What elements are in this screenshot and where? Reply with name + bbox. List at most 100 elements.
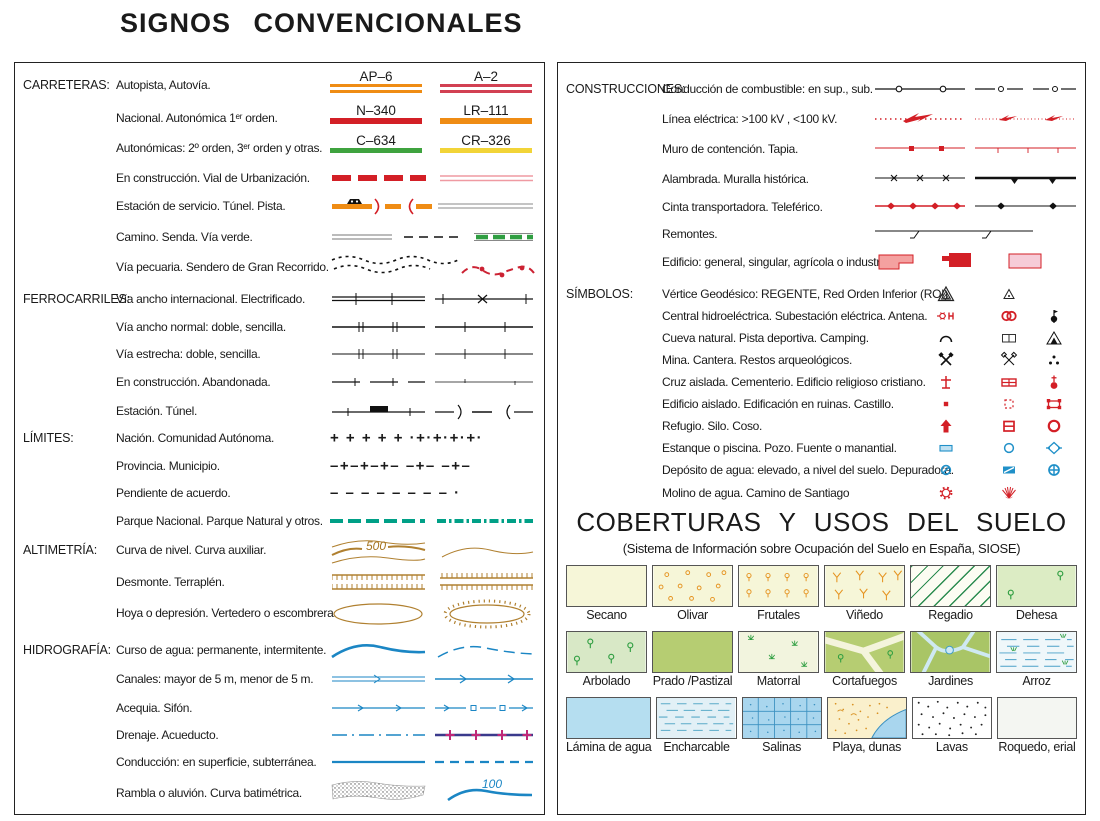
landcover-cell: Jardines	[910, 631, 991, 688]
mine-icon	[937, 351, 955, 369]
natural-cave-icon	[937, 329, 955, 347]
refuge-icon	[937, 417, 955, 435]
landcover-cell: Viñedo	[824, 565, 905, 622]
row-label: Molino de agua. Camino de Santiago	[662, 486, 850, 500]
geodesic-vertex-regente-icon	[937, 285, 955, 303]
treatment-plant-icon	[1045, 461, 1063, 479]
section-label-carreteras: CARRETERAS:	[23, 78, 110, 92]
road-shield-n340: N–340	[330, 103, 422, 124]
row-label: Curva de nivel. Curva auxiliar.	[116, 543, 267, 557]
water-tank-symbols	[873, 459, 1079, 481]
recreation-symbols	[873, 327, 1079, 349]
landcover-cell: Arbolado	[566, 631, 647, 688]
row-label: Autonómicas: 2º orden, 3ᵉʳ orden y otras…	[116, 141, 323, 155]
legend-row: Vía ancho normal: doble, sencilla.	[15, 313, 544, 341]
row-label: Central hidroeléctrica. Subestación eléc…	[662, 309, 928, 323]
legend-row: HIDROGRAFÍA: Curso de agua: permanente, …	[15, 635, 544, 665]
section-label-hidrografia: HIDROGRAFÍA:	[23, 643, 111, 657]
landcover-subtitle: (Sistema de Información sobre Ocupación …	[622, 541, 1021, 556]
landcover-swatch-arbolado	[566, 631, 647, 673]
row-label: Mina. Cantera. Restos arqueológicos.	[662, 353, 852, 367]
regional-road-symbols: C–634 CR–326	[330, 133, 536, 163]
legend-row: Edificio aislado. Edificación en ruinas.…	[558, 393, 1085, 415]
landcover-cell: Dehesa	[996, 565, 1077, 622]
boundary-national-symbol: + + + + + ·+·+·+·+·	[330, 429, 484, 447]
landcover-grid-row: Lámina de agua Encharcable Salinas Playa…	[566, 697, 1078, 754]
canal-symbol	[330, 665, 536, 693]
legend-row: Alambrada. Muralla histórica.	[558, 165, 1085, 193]
row-label: Cruz aislada. Cementerio. Edificio relig…	[662, 375, 926, 389]
wire-fence-historic-wall-symbol	[873, 165, 1079, 193]
row-label: Cueva natural. Pista deportiva. Camping.	[662, 331, 869, 345]
legend-row: Mina. Cantera. Restos arqueológicos.	[558, 349, 1085, 371]
legend-row: Canales: mayor de 5 m, menor de 5 m.	[15, 665, 544, 693]
legend-row: Muro de contención. Tapia.	[558, 135, 1085, 163]
row-label: Provincia. Municipio.	[116, 459, 220, 473]
row-label: Edificio aislado. Edificación en ruinas.…	[662, 397, 894, 411]
row-label: Conducción de combustible: en sup., sub.	[662, 82, 873, 96]
cemetery-icon	[1000, 373, 1018, 391]
right-legend-panel: CONSTRUCCIONES: Conducción de combustibl…	[557, 62, 1086, 815]
water-pipeline-symbol	[330, 749, 536, 775]
legend-row: Camino. Senda. Vía verde.	[15, 223, 544, 251]
livestock-trail-gr-path-symbol	[330, 251, 536, 283]
silo-icon	[1000, 417, 1018, 435]
camping-icon	[1045, 329, 1063, 347]
row-label: Autopista, Autovía.	[116, 78, 211, 92]
landcover-cell: Roquedo, erial	[996, 697, 1078, 754]
legend-row: Cueva natural. Pista deportiva. Camping.	[558, 327, 1085, 349]
landcover-cell: Regadio	[910, 565, 991, 622]
legend-row: Molino de agua. Camino de Santiago	[558, 481, 1085, 505]
boundary-pending-symbol: – – – – – – – – ·	[330, 484, 461, 502]
row-label: Rambla o aluvión. Curva batimétrica.	[116, 786, 302, 800]
bullring-icon	[1045, 417, 1063, 435]
rail-standard-gauge-symbol	[330, 313, 536, 341]
water-mill-icon	[937, 484, 955, 502]
row-label: Curso de agua: permanente, intermitente.	[116, 643, 327, 657]
row-label: Vía estrecha: doble, sencilla.	[116, 347, 261, 361]
boundary-province-symbol: –+–+–+– –+– –+–	[330, 457, 472, 475]
landcover-swatch-regadio	[910, 565, 991, 607]
legend-row: Refugio. Silo. Coso.	[558, 415, 1085, 437]
rail-station-tunnel-symbol	[330, 397, 536, 425]
row-label: Refugio. Silo. Coso.	[662, 419, 763, 433]
mill-santiago-symbols	[873, 481, 1079, 505]
legend-row: Central hidroeléctrica. Subestación eléc…	[558, 305, 1085, 327]
landcover-cell: Salinas	[741, 697, 822, 754]
legend-row: Estación. Túnel.	[15, 397, 544, 425]
landcover-cell: Frutales	[738, 565, 819, 622]
legend-row: Edificio: general, singular, agrícola o …	[558, 247, 1085, 277]
legend-row: ALTIMETRÍA: Curva de nivel. Curva auxili…	[15, 533, 544, 567]
well-icon	[1000, 439, 1018, 457]
castle-icon	[1045, 395, 1063, 413]
legend-row: En construcción. Abandonada.	[15, 368, 544, 396]
elevated-water-tank-icon	[937, 461, 955, 479]
row-label: Acequia. Sifón.	[116, 701, 193, 715]
landcover-cell: Lavas	[911, 697, 992, 754]
power-symbols	[873, 305, 1079, 327]
landcover-cell: Arroz	[996, 631, 1077, 688]
road-construction-symbol	[330, 165, 536, 191]
contour-elevation-label: 500	[366, 539, 386, 553]
spring-fountain-icon	[1045, 439, 1063, 457]
row-label: Pendiente de acuerdo.	[116, 486, 231, 500]
section-label-ferrocarriles: FERROCARRILES:	[23, 292, 130, 306]
landcover-swatch-prado	[652, 631, 733, 673]
row-label: Vía pecuaria. Sendero de Gran Recorrido.	[116, 260, 329, 274]
legend-row: Depósito de agua: elevado, a nivel del s…	[558, 459, 1085, 481]
row-label: Depósito de agua: elevado, a nivel del s…	[662, 463, 954, 477]
row-label: En construcción. Vial de Urbanización.	[116, 171, 310, 185]
legend-row: Parque Nacional. Parque Natural y otros.	[15, 508, 544, 534]
sports-field-icon	[1000, 329, 1018, 347]
landcover-swatch-encharcable	[656, 697, 737, 739]
geodesic-vertex-roi-icon	[1000, 285, 1018, 303]
road-shield-cr326: CR–326	[440, 133, 532, 153]
landcover-swatch-salinas	[741, 697, 822, 739]
legend-row: Provincia. Municipio. –+–+–+– –+– –+–	[15, 453, 544, 479]
legend-row: Vía pecuaria. Sendero de Gran Recorrido.	[15, 251, 544, 283]
section-label-simbolos: SÍMBOLOS:	[566, 287, 633, 301]
row-label: Camino. Senda. Vía verde.	[116, 230, 253, 244]
national-road-symbols: N–340 LR–111	[330, 103, 536, 133]
landcover-swatch-lamina-agua	[566, 697, 652, 739]
